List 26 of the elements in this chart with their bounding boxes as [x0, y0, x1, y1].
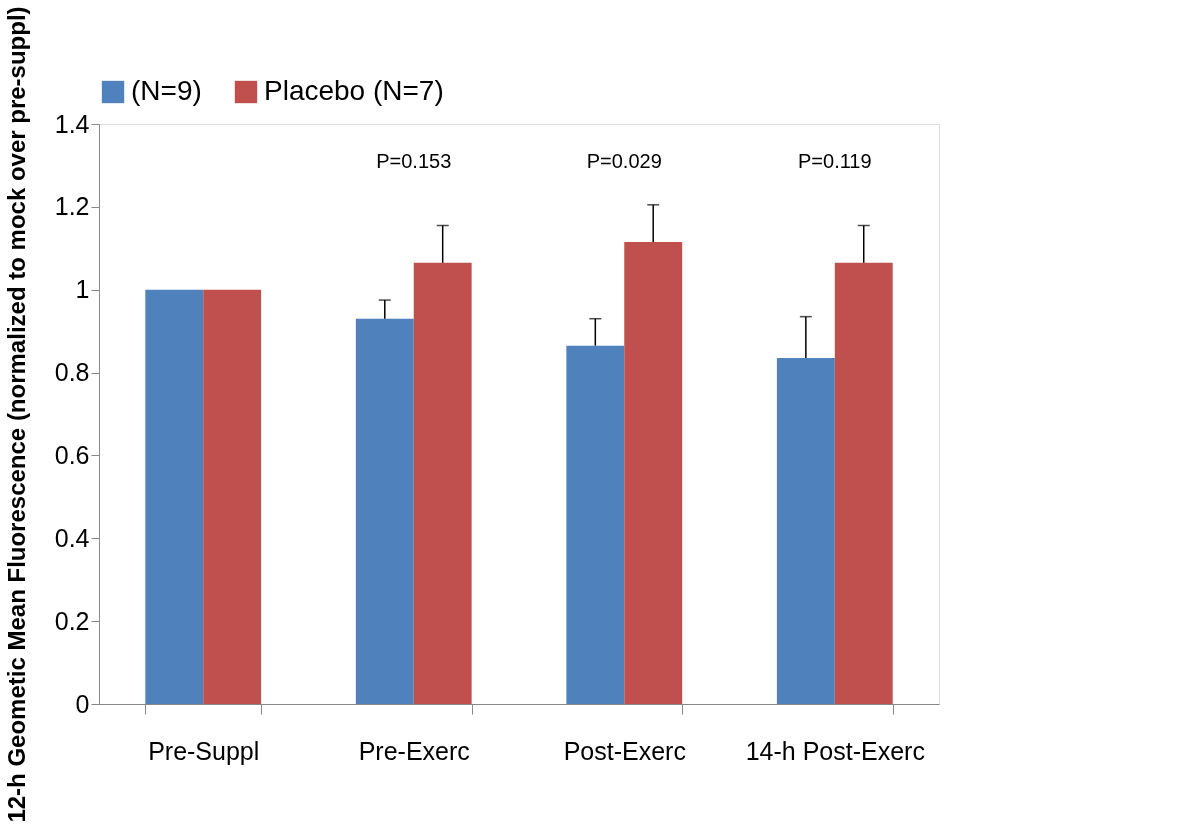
- y-tick-label: 1.4: [54, 109, 90, 138]
- annotation: P=0.029: [586, 150, 662, 172]
- y-tick-label: 0.8: [54, 358, 90, 387]
- y-axis-title: 12-h Geometic Mean Fluorescence (normalized to mock over pre-suppl): [2, 6, 30, 823]
- annotation: P=0.119: [797, 150, 872, 172]
- bar: [413, 262, 472, 704]
- y-tick-label: 0.4: [54, 523, 90, 552]
- x-tick-label: Post-Exerc: [563, 736, 686, 765]
- bar: [203, 289, 262, 704]
- x-tick-label: Pre-Exerc: [358, 736, 470, 765]
- y-tick-label: 0: [75, 689, 90, 718]
- y-tick-label: 0.6: [54, 440, 90, 469]
- legend-label: Placebo (N=7): [264, 75, 444, 106]
- y-tick-label: 0.2: [54, 606, 90, 635]
- bar: [624, 242, 683, 704]
- y-tick-label: 1.2: [54, 192, 90, 221]
- bar: [834, 262, 893, 704]
- bar: [776, 358, 835, 704]
- legend-label: (N=9): [131, 75, 202, 106]
- bar: [355, 318, 414, 704]
- y-tick-label: 1: [75, 275, 90, 304]
- bar: [566, 345, 625, 704]
- x-tick-label: Pre-Suppl: [148, 736, 260, 765]
- x-tick-label: 14-h Post-Exerc: [745, 736, 925, 765]
- bar: [145, 289, 204, 704]
- annotation: P=0.153: [376, 150, 452, 172]
